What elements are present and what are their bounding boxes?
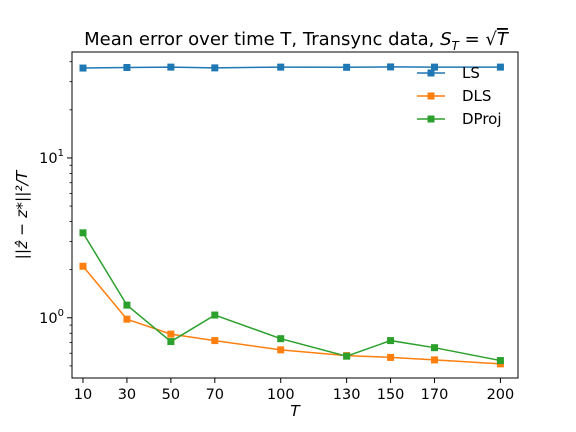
data-point-dproj bbox=[123, 301, 131, 309]
data-point-dproj bbox=[343, 352, 351, 360]
y-tick-label: 101 bbox=[39, 148, 64, 167]
legend-marker-ls bbox=[427, 69, 435, 77]
legend-label-ls: LS bbox=[462, 64, 480, 82]
y-axis: 100 101 bbox=[39, 61, 72, 367]
data-point-ls bbox=[277, 63, 285, 71]
data-point-ls bbox=[123, 63, 131, 71]
legend-label-dls: DLS bbox=[462, 87, 491, 105]
axes-frame bbox=[71, 51, 519, 379]
legend-label-dproj: DProj bbox=[462, 110, 502, 128]
data-point-dproj bbox=[496, 357, 504, 365]
x-axis: 10 30 50 70 100 130 150 170 200 bbox=[74, 378, 515, 403]
data-point-dproj bbox=[167, 338, 175, 346]
y-tick-label: 100 bbox=[39, 308, 64, 327]
x-tick-label: 170 bbox=[421, 387, 449, 403]
data-point-ls bbox=[167, 63, 175, 71]
data-point-ls bbox=[496, 63, 504, 71]
x-tick-label: 10 bbox=[74, 387, 92, 403]
plot-area bbox=[79, 63, 504, 368]
data-point-ls bbox=[79, 64, 87, 72]
x-tick-label: 70 bbox=[206, 387, 224, 403]
legend-marker-dls bbox=[427, 92, 435, 100]
data-point-dls bbox=[79, 262, 87, 270]
data-point-dproj bbox=[387, 337, 395, 345]
legend: LS DLS DProj bbox=[417, 64, 502, 128]
x-tick-label: 50 bbox=[162, 387, 180, 403]
data-point-dls bbox=[211, 337, 219, 345]
x-tick-label: 100 bbox=[267, 387, 295, 403]
y-axis-title: ||ẑ − z*||²/T bbox=[13, 169, 31, 259]
data-point-dproj bbox=[277, 335, 285, 343]
x-axis-title: T bbox=[290, 402, 301, 420]
data-point-dls bbox=[387, 353, 395, 361]
x-tick-label: 30 bbox=[118, 387, 136, 403]
data-point-ls bbox=[387, 63, 395, 71]
data-point-dls bbox=[431, 356, 439, 364]
data-point-dproj bbox=[431, 344, 439, 352]
data-point-dproj bbox=[79, 229, 87, 237]
data-point-dls bbox=[277, 346, 285, 354]
data-point-dls bbox=[123, 315, 131, 323]
data-point-ls bbox=[211, 64, 219, 72]
data-point-dls bbox=[167, 330, 175, 338]
x-tick-label: 130 bbox=[333, 387, 361, 403]
data-point-dproj bbox=[211, 311, 219, 319]
x-tick-label: 200 bbox=[487, 387, 515, 403]
legend-marker-dproj bbox=[427, 115, 435, 123]
data-point-ls bbox=[431, 63, 439, 71]
x-tick-label: 150 bbox=[377, 387, 405, 403]
chart-title: Mean error over time T, Transync data, S… bbox=[84, 29, 510, 53]
data-point-ls bbox=[343, 63, 351, 71]
